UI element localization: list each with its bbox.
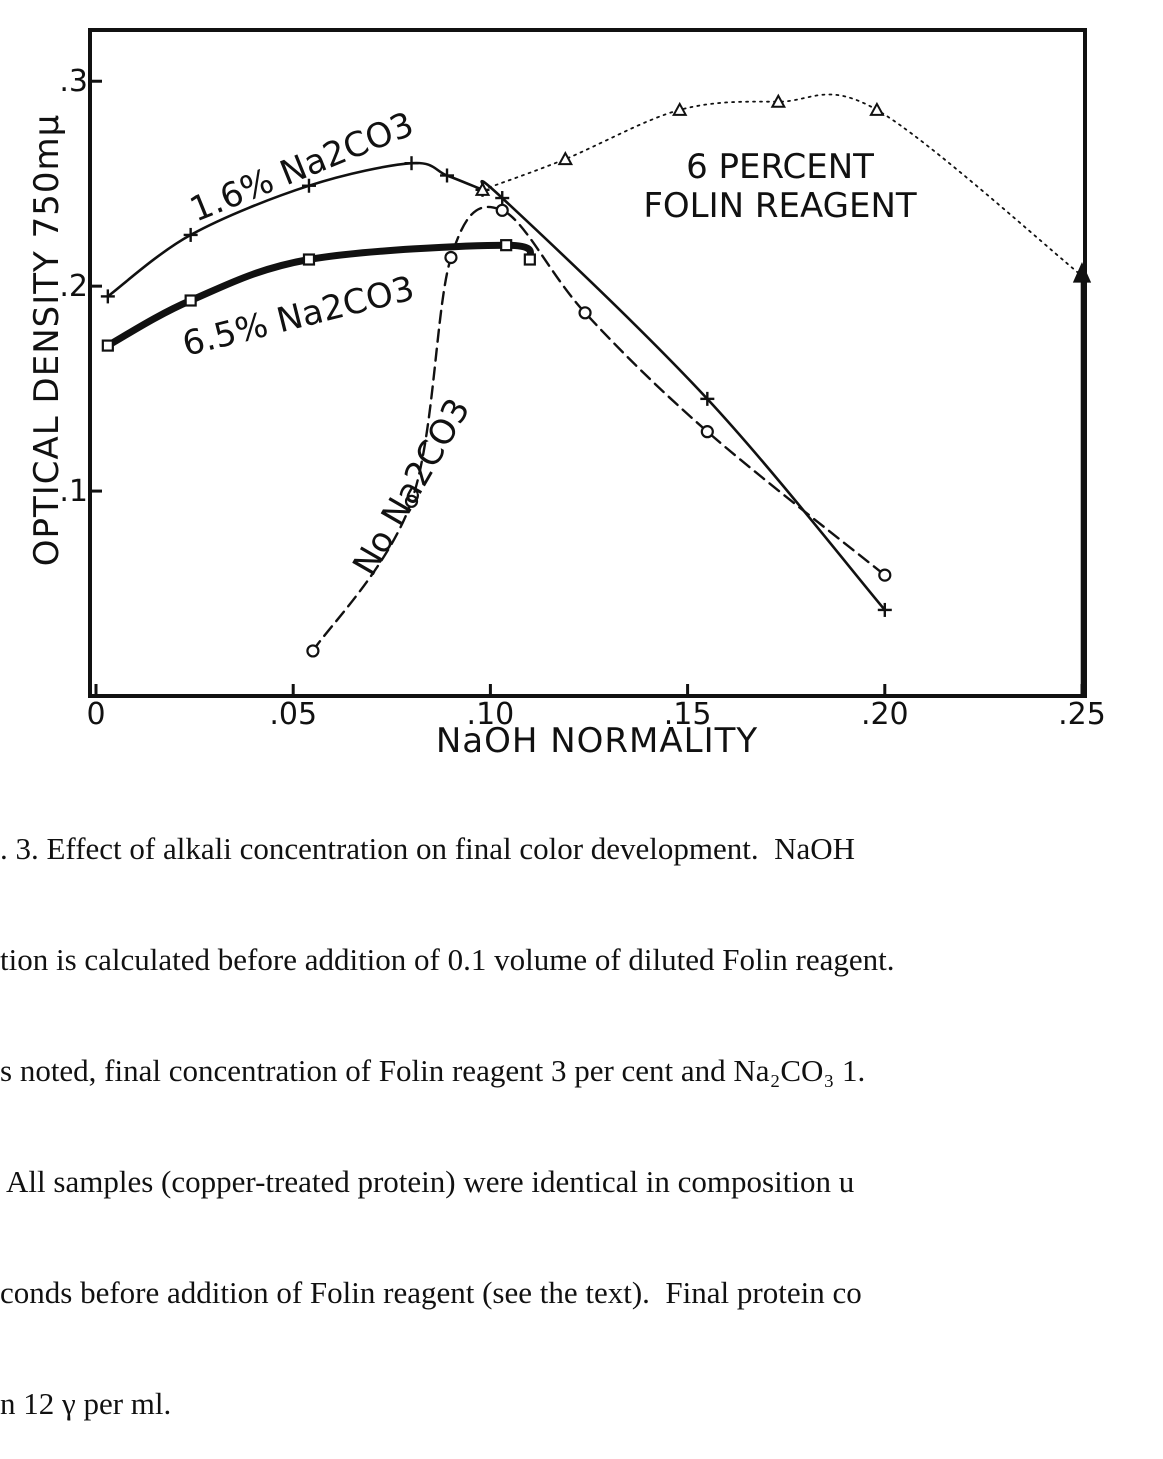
x-tick-label: 0 [86, 697, 105, 732]
data-point [495, 203, 509, 217]
data-point [495, 191, 510, 206]
x-tick-label: .25 [1058, 697, 1106, 732]
y-axis-title: OPTICAL DENSITY 750mμ [27, 114, 67, 567]
data-point [444, 250, 458, 265]
series-line-3 [481, 93, 1083, 277]
caption-line: s noted, final concentration of Folin re… [0, 1053, 866, 1088]
caption-line: conds before addition of Folin reagent (… [0, 1275, 862, 1310]
data-point [500, 239, 513, 252]
label-folin-line1: 6 PERCENT [686, 147, 874, 187]
data-point [101, 339, 114, 352]
data-point [770, 93, 786, 108]
y-tick-label: .3 [59, 64, 88, 99]
y-tick-label: .1 [59, 474, 88, 509]
caption-line: . 3. Effect of alkali concentration on f… [0, 831, 856, 866]
data-point [100, 289, 115, 304]
caption-line: tion is calculated before addition of 0.… [0, 942, 895, 977]
figure-caption: . 3. Effect of alkali concentration on f… [0, 756, 1163, 1459]
data-point [578, 306, 592, 320]
data-point [183, 227, 198, 242]
caption-line: All samples (copper-treated protein) wer… [0, 1164, 855, 1199]
data-point [700, 425, 714, 439]
data-point [306, 644, 320, 658]
caption-line: n 12 γ per ml. [0, 1386, 172, 1421]
label-no-na2co3-text: No Na2CO3 [345, 392, 478, 583]
x-tick-label: .20 [861, 697, 909, 732]
data-point [440, 168, 455, 183]
data-point [557, 151, 574, 166]
data-point [302, 253, 316, 266]
series-markers [100, 93, 1092, 658]
label-6-5-na2co3: 6.5% Na2CO3 [179, 269, 419, 365]
data-point [672, 101, 688, 116]
y-tick-label: .2 [59, 269, 88, 304]
data-point [1072, 262, 1092, 283]
label-6-5-na2co3-text: 6.5% Na2CO3 [179, 269, 419, 365]
x-axis-ticks: 0 .05 .10 .15 .20 .25 [86, 684, 1106, 732]
data-point [184, 294, 197, 307]
x-tick-label: .05 [269, 697, 317, 732]
x-tick-label: .15 [664, 697, 712, 732]
data-point [474, 181, 491, 196]
x-axis-title: NaOH NORMALITY [436, 721, 758, 760]
label-folin-line2: FOLIN REAGENT [643, 186, 917, 226]
plot-frame [88, 28, 1087, 698]
series-line-0 [106, 161, 887, 612]
y-axis-ticks: .1 .2 .3 [59, 64, 102, 509]
data-point [404, 156, 419, 171]
data-point [877, 602, 892, 617]
data-point [404, 494, 419, 508]
data-point [523, 253, 536, 266]
data-point [700, 391, 715, 406]
data-point [301, 178, 316, 193]
label-no-na2co3: No Na2CO3 [345, 392, 478, 583]
data-point [878, 568, 892, 582]
optical-density-chart: .1 .2 .3 0 .05 .10 .15 .20 .25 NaOH NORMALITY O… [27, 28, 1106, 760]
x-tick-label: .10 [467, 697, 515, 732]
data-point [869, 101, 885, 116]
